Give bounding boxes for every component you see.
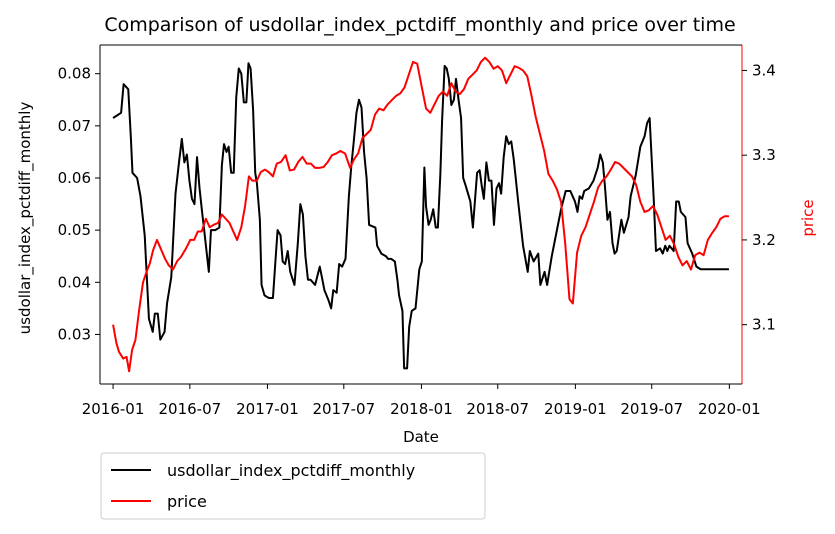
left-y-tick-label: 0.04: [58, 273, 91, 291]
left-y-axis: 0.03 0.04 0.05 0.06 0.07 0.08: [58, 45, 101, 384]
plot-area: [112, 56, 729, 373]
left-y-tick-label: 0.06: [58, 169, 91, 187]
x-tick-label: 2016-07: [159, 400, 222, 418]
legend-frame: [100, 452, 486, 520]
left-y-tick-label: 0.03: [58, 325, 91, 343]
x-tick-label: 2020-01: [698, 400, 761, 418]
legend: usdollar_index_pctdiff_monthly price: [100, 452, 486, 520]
x-axis: 2016-01 2016-07 2017-01 2017-07 2018-01 2018-…: [82, 44, 761, 418]
x-tick-label: 2016-01: [82, 400, 145, 418]
legend-label-usdollar: usdollar_index_pctdiff_monthly: [167, 461, 415, 481]
x-tick-label: 2018-07: [466, 400, 529, 418]
series-line-usdollar-index: [112, 62, 729, 370]
x-tick-label: 2019-01: [544, 400, 607, 418]
left-y-tick-label: 0.05: [58, 221, 91, 239]
x-tick-label: 2019-07: [620, 400, 683, 418]
legend-label-price: price: [167, 492, 207, 511]
x-tick-label: 2017-01: [236, 400, 299, 418]
right-y-tick-label: 3.3: [752, 146, 776, 164]
x-tick-label: 2017-07: [312, 400, 375, 418]
right-y-axis: 3.1 3.2 3.3 3.4: [741, 45, 776, 384]
x-tick-label: 2018-01: [390, 400, 453, 418]
series-line-price: [112, 56, 729, 373]
right-y-axis-label: price: [799, 199, 817, 236]
x-axis-label: Date: [403, 428, 439, 446]
right-y-tick-label: 3.1: [752, 316, 776, 334]
left-y-axis-label: usdollar_index_pctdiff_monthly: [16, 102, 35, 335]
left-y-tick-label: 0.07: [58, 117, 91, 135]
right-y-tick-label: 3.4: [752, 61, 776, 79]
right-y-tick-label: 3.2: [752, 231, 776, 249]
chart-title: Comparison of usdollar_index_pctdiff_mon…: [104, 14, 735, 36]
left-y-tick-label: 0.08: [58, 65, 91, 83]
